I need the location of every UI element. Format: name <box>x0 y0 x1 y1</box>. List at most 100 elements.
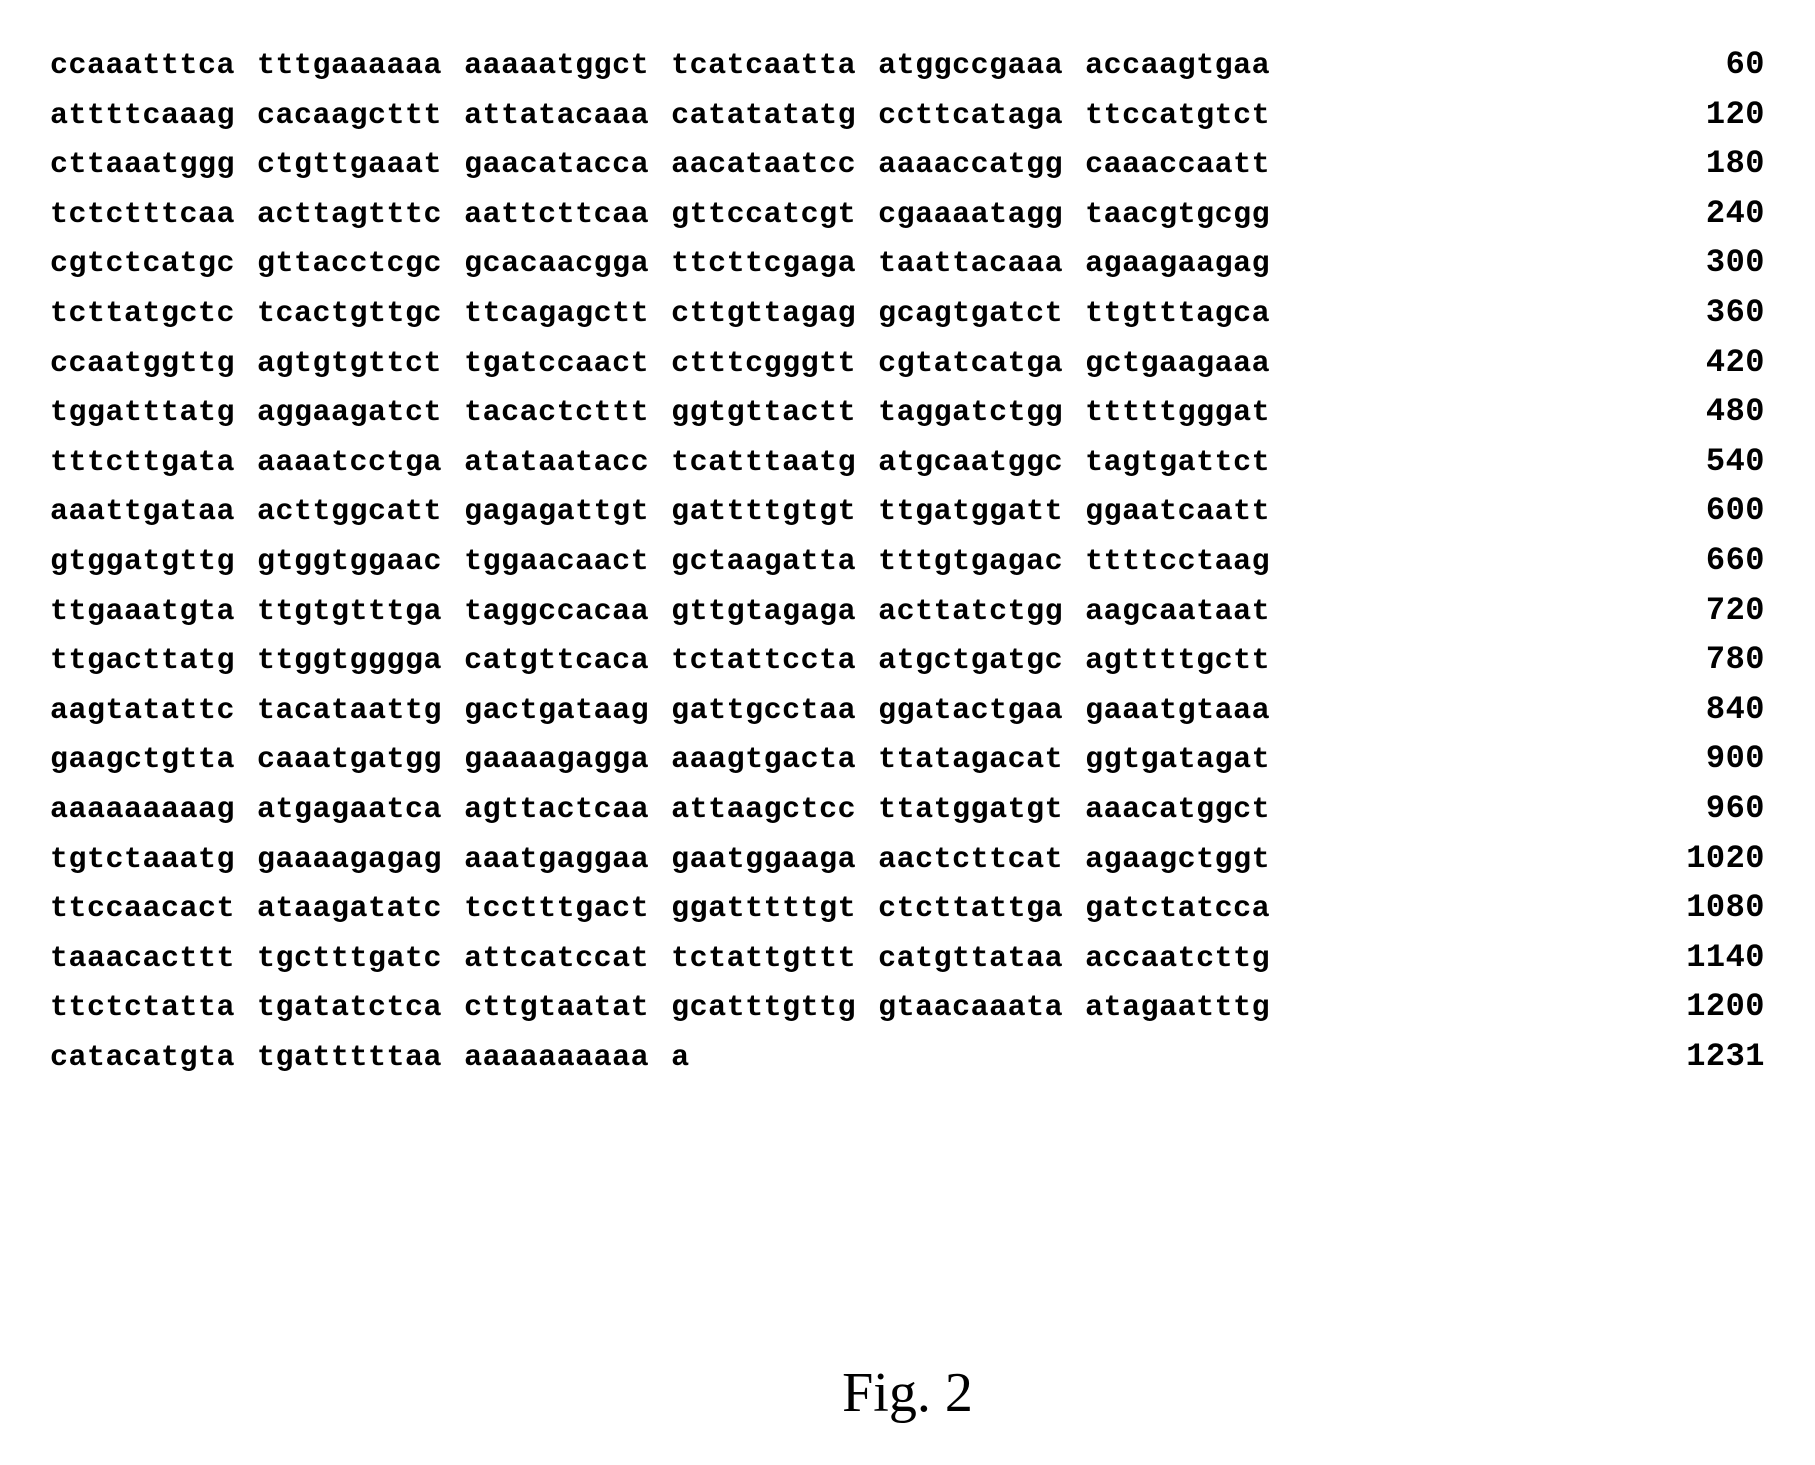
sequence-row: tgtctaaatggaaaagagagaaatgaggaagaatggaaga… <box>50 834 1765 884</box>
sequence-group: aattcttcaa <box>464 192 649 239</box>
sequence-group: gaatggaaga <box>671 837 856 884</box>
sequence-group: ggaatcaatt <box>1085 489 1270 536</box>
position-number: 660 <box>1676 536 1765 586</box>
sequence-group: taacgtgcgg <box>1085 192 1270 239</box>
position-number: 360 <box>1676 288 1765 338</box>
sequence-group: tcatcaatta <box>671 43 856 90</box>
sequence-row: ttctctattatgatatctcacttgtaatatgcatttgttg… <box>50 982 1765 1032</box>
sequence-row: cgtctcatgcgttacctcgcgcacaacggattcttcgaga… <box>50 238 1765 288</box>
sequence-group: ttgacttatg <box>50 638 235 685</box>
sequence-group: taggccacaa <box>464 589 649 636</box>
sequence-group: gaaatgtaaa <box>1085 688 1270 735</box>
sequence-group: cttgttagag <box>671 291 856 338</box>
sequence-group: tcttatgctc <box>50 291 235 338</box>
position-number: 1080 <box>1656 883 1765 933</box>
sequence-row: ttccaacactataagatatctcctttgactggatttttgt… <box>50 883 1765 933</box>
position-number: 1140 <box>1656 933 1765 983</box>
figure-label: Fig. 2 <box>50 1361 1765 1425</box>
sequence-group: ttctctatta <box>50 985 235 1032</box>
position-number: 840 <box>1676 685 1765 735</box>
sequence-group: caaatgatgg <box>257 737 442 784</box>
position-number: 960 <box>1676 784 1765 834</box>
position-number: 780 <box>1676 635 1765 685</box>
position-number: 180 <box>1676 139 1765 189</box>
sequence-group: tggatttatg <box>50 390 235 437</box>
sequence-group: ttccaacact <box>50 886 235 933</box>
sequence-group: atgcaatggc <box>878 440 1063 487</box>
sequence-group: ggatttttgt <box>671 886 856 933</box>
sequence-group: agttttgctt <box>1085 638 1270 685</box>
sequence-group: gctgaagaaa <box>1085 341 1270 388</box>
sequence-groups: ttccaacactataagatatctcctttgactggatttttgt… <box>50 886 1270 933</box>
sequence-group: ctcttattga <box>878 886 1063 933</box>
sequence-group: attatacaaa <box>464 93 649 140</box>
sequence-group: gattttgtgt <box>671 489 856 536</box>
sequence-group: ttcagagctt <box>464 291 649 338</box>
sequence-group: aaaaatggct <box>464 43 649 90</box>
sequence-group: attttcaaag <box>50 93 235 140</box>
sequence-group: tgatccaact <box>464 341 649 388</box>
sequence-group: ccttcataga <box>878 93 1063 140</box>
sequence-group: atataatacc <box>464 440 649 487</box>
sequence-row: ccaatggttg agtgtgttct tgatccaact ctttcgggtt… <box>50 338 1765 388</box>
position-number: 720 <box>1676 586 1765 636</box>
sequence-groups: attttcaaagcacaagctttattatacaaacatatatatg… <box>50 93 1270 140</box>
sequence-group: ggtgttactt <box>671 390 856 437</box>
sequence-group: caaaccaatt <box>1085 142 1270 189</box>
sequence-row: ttgacttatgttggtggggacatgttcacatctattccta… <box>50 635 1765 685</box>
sequence-group: gttacctcgc <box>257 241 442 288</box>
sequence-group: tcatttaatg <box>671 440 856 487</box>
sequence-group: aagtatattc <box>50 688 235 735</box>
sequence-group: accaatcttg <box>1085 936 1270 983</box>
sequence-groups: tggatttatgaggaagatcttacactctttggtgttactt… <box>50 390 1270 437</box>
sequence-group: catatatatg <box>671 93 856 140</box>
sequence-group: aaattgataa <box>50 489 235 536</box>
sequence-group: ccaaatttca <box>50 43 235 90</box>
sequence-row: tggatttatgaggaagatcttacactctttggtgttactt… <box>50 387 1765 437</box>
sequence-group: cgtctcatgc <box>50 241 235 288</box>
sequence-groups: catacatgtatgatttttaaaaaaaaaaaaa <box>50 1035 734 1082</box>
sequence-group: taaacacttt <box>50 936 235 983</box>
sequence-group: gaaaagagga <box>464 737 649 784</box>
sequence-row: tttcttgataaaaatcctgaatataatacctcatttaatg… <box>50 437 1765 487</box>
position-number: 300 <box>1676 238 1765 288</box>
sequence-row: ccaaatttcatttgaaaaaaaaaaatggcttcatcaatta… <box>50 40 1765 90</box>
sequence-group: aaaaaaaaaa <box>464 1035 649 1082</box>
sequence-groups: ccaatggttg agtgtgttct tgatccaact ctttcgggtt… <box>50 341 1270 388</box>
sequence-row: cttaaatgggctgttgaaatgaacataccaaacataatcc… <box>50 139 1765 189</box>
sequence-group: ctttcgggtt <box>671 341 856 388</box>
position-number: 1231 <box>1656 1032 1765 1082</box>
sequence-group: ttatagacat <box>878 737 1063 784</box>
position-number: 540 <box>1676 437 1765 487</box>
sequence-group: aaaatcctga <box>257 440 442 487</box>
sequence-groups: ttgaaatgtattgtgtttgataggccacaagttgtagaga… <box>50 589 1270 636</box>
sequence-group: agaagctggt <box>1085 837 1270 884</box>
sequence-group: gcagtgatct <box>878 291 1063 338</box>
sequence-groups: gtggatgttggtggtggaactggaacaactgctaagatta… <box>50 539 1270 586</box>
sequence-group: tctattccta <box>671 638 856 685</box>
sequence-group: agtgtgttct <box>257 341 442 388</box>
sequence-group: tgtctaaatg <box>50 837 235 884</box>
sequence-row: aagtatattctacataattggactgataaggattgcctaa… <box>50 685 1765 735</box>
sequence-group: tggaacaact <box>464 539 649 586</box>
sequence-group: aaaaccatgg <box>878 142 1063 189</box>
sequence-group: tctattgttt <box>671 936 856 983</box>
sequence-group: attcatccat <box>464 936 649 983</box>
sequence-group: accaagtgaa <box>1085 43 1270 90</box>
sequence-row: attttcaaagcacaagctttattatacaaacatatatatg… <box>50 90 1765 140</box>
sequence-row: taaacacttttgctttgatcattcatccattctattgttt… <box>50 933 1765 983</box>
sequence-group: acttagtttc <box>257 192 442 239</box>
sequence-group: ttttcctaag <box>1085 539 1270 586</box>
sequence-group: acttggcatt <box>257 489 442 536</box>
sequence-groups: ttctctattatgatatctcacttgtaatatgcatttgttg… <box>50 985 1270 1032</box>
sequence-groups: tgtctaaatggaaaagagagaaatgaggaagaatggaaga… <box>50 837 1270 884</box>
position-number: 1020 <box>1656 834 1765 884</box>
sequence-group: agaagaagag <box>1085 241 1270 288</box>
sequence-group: attaagctcc <box>671 787 856 834</box>
sequence-group: a <box>671 1035 690 1082</box>
sequence-group: ccaatggttg <box>50 341 235 388</box>
sequence-group: aacataatcc <box>671 142 856 189</box>
sequence-row: ttgaaatgtattgtgtttgataggccacaagttgtagaga… <box>50 586 1765 636</box>
sequence-group: ttgtttagca <box>1085 291 1270 338</box>
sequence-group: acttatctgg <box>878 589 1063 636</box>
